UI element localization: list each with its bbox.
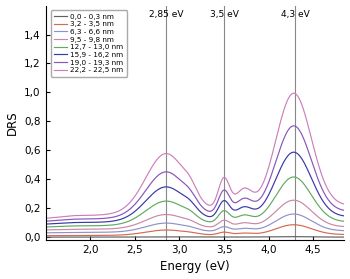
9,5 - 9,8 nm	[292, 199, 296, 202]
3,2 - 3,5 nm	[158, 229, 162, 232]
3,2 - 3,5 nm	[43, 234, 48, 237]
Line: 12,7 - 13,0 nm: 12,7 - 13,0 nm	[46, 177, 344, 227]
6,3 - 6,6 nm	[43, 231, 48, 234]
Line: 3,2 - 3,5 nm: 3,2 - 3,5 nm	[46, 225, 344, 236]
12,7 - 13,0 nm	[158, 201, 162, 204]
0,0 - 0,3 nm	[292, 235, 296, 238]
19,0 - 19,3 nm	[78, 217, 82, 221]
9,5 - 9,8 nm	[78, 228, 82, 231]
12,7 - 13,0 nm	[171, 201, 175, 204]
0,0 - 0,3 nm	[158, 235, 162, 239]
15,9 - 16,2 nm	[304, 166, 309, 169]
19,0 - 19,3 nm	[304, 144, 309, 148]
22,2 - 22,5 nm	[304, 118, 309, 121]
22,2 - 22,5 nm	[78, 214, 82, 217]
X-axis label: Energy (eV): Energy (eV)	[160, 260, 230, 273]
0,0 - 0,3 nm	[342, 235, 346, 239]
22,2 - 22,5 nm	[158, 155, 162, 158]
6,3 - 6,6 nm	[342, 229, 346, 232]
Line: 6,3 - 6,6 nm: 6,3 - 6,6 nm	[46, 214, 344, 233]
22,2 - 22,5 nm	[337, 200, 341, 204]
12,7 - 13,0 nm	[342, 220, 346, 223]
3,2 - 3,5 nm	[304, 225, 309, 229]
6,3 - 6,6 nm	[95, 231, 99, 234]
19,0 - 19,3 nm	[43, 220, 48, 223]
19,0 - 19,3 nm	[158, 172, 162, 175]
15,9 - 16,2 nm	[292, 150, 296, 154]
0,0 - 0,3 nm	[78, 235, 82, 239]
Line: 19,0 - 19,3 nm: 19,0 - 19,3 nm	[46, 126, 344, 221]
Line: 15,9 - 16,2 nm: 15,9 - 16,2 nm	[46, 152, 344, 224]
3,2 - 3,5 nm	[342, 233, 346, 236]
12,7 - 13,0 nm	[337, 219, 341, 222]
9,5 - 9,8 nm	[158, 213, 162, 217]
15,9 - 16,2 nm	[43, 222, 48, 226]
19,0 - 19,3 nm	[171, 173, 175, 176]
6,3 - 6,6 nm	[337, 229, 341, 232]
6,3 - 6,6 nm	[292, 212, 296, 216]
9,5 - 9,8 nm	[342, 225, 346, 228]
19,0 - 19,3 nm	[95, 217, 99, 220]
12,7 - 13,0 nm	[292, 175, 296, 179]
19,0 - 19,3 nm	[342, 209, 346, 212]
12,7 - 13,0 nm	[43, 225, 48, 229]
15,9 - 16,2 nm	[171, 187, 175, 191]
12,7 - 13,0 nm	[304, 186, 309, 189]
9,5 - 9,8 nm	[171, 214, 175, 217]
0,0 - 0,3 nm	[43, 235, 48, 239]
9,5 - 9,8 nm	[43, 228, 48, 232]
12,7 - 13,0 nm	[78, 224, 82, 228]
6,3 - 6,6 nm	[158, 222, 162, 225]
15,9 - 16,2 nm	[337, 213, 341, 216]
6,3 - 6,6 nm	[78, 231, 82, 234]
0,0 - 0,3 nm	[337, 235, 341, 239]
Text: 4,3 eV: 4,3 eV	[281, 10, 310, 19]
3,2 - 3,5 nm	[337, 233, 341, 236]
3,2 - 3,5 nm	[78, 234, 82, 237]
15,9 - 16,2 nm	[158, 187, 162, 190]
22,2 - 22,5 nm	[95, 213, 99, 217]
0,0 - 0,3 nm	[95, 235, 99, 239]
15,9 - 16,2 nm	[95, 220, 99, 224]
15,9 - 16,2 nm	[342, 214, 346, 218]
6,3 - 6,6 nm	[304, 216, 309, 220]
Text: 2,85 eV: 2,85 eV	[149, 10, 183, 19]
9,5 - 9,8 nm	[95, 227, 99, 231]
0,0 - 0,3 nm	[304, 235, 309, 239]
6,3 - 6,6 nm	[171, 222, 175, 225]
22,2 - 22,5 nm	[292, 92, 296, 95]
Legend: 0,0 - 0,3 nm, 3,2 - 3,5 nm, 6,3 - 6,6 nm, 9,5 - 9,8 nm, 12,7 - 13,0 nm, 15,9 - 1: 0,0 - 0,3 nm, 3,2 - 3,5 nm, 6,3 - 6,6 nm…	[51, 10, 127, 77]
22,2 - 22,5 nm	[43, 217, 48, 220]
Text: 3,5 eV: 3,5 eV	[210, 10, 238, 19]
0,0 - 0,3 nm	[171, 235, 175, 239]
9,5 - 9,8 nm	[337, 224, 341, 228]
22,2 - 22,5 nm	[171, 155, 175, 158]
3,2 - 3,5 nm	[292, 223, 296, 227]
19,0 - 19,3 nm	[292, 124, 296, 128]
12,7 - 13,0 nm	[95, 224, 99, 227]
19,0 - 19,3 nm	[337, 207, 341, 210]
3,2 - 3,5 nm	[95, 234, 99, 237]
3,2 - 3,5 nm	[171, 229, 175, 232]
Line: 22,2 - 22,5 nm: 22,2 - 22,5 nm	[46, 93, 344, 218]
Line: 9,5 - 9,8 nm: 9,5 - 9,8 nm	[46, 200, 344, 230]
15,9 - 16,2 nm	[78, 221, 82, 224]
Y-axis label: DRS: DRS	[6, 110, 19, 135]
9,5 - 9,8 nm	[304, 205, 309, 208]
22,2 - 22,5 nm	[342, 203, 346, 206]
